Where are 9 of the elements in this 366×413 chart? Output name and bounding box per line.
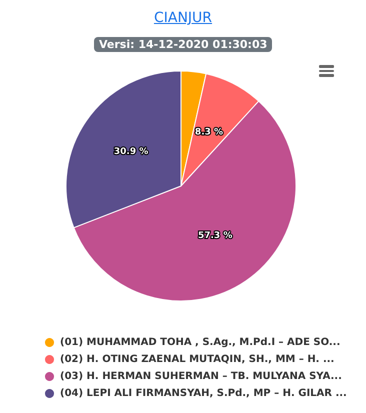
data-label: 30.9 %	[114, 146, 148, 157]
data-label: 8.3 %	[194, 127, 224, 138]
chart-title: CIANJUR	[152, 10, 214, 26]
legend-label: (04) LEPI ALI FIRMANSYAH, S.Pd., MP – H. GILAR ...	[60, 388, 347, 399]
legend-label: (01) MUHAMMAD TOHA , S.Ag., M.Pd.I – ADE SO...	[60, 337, 340, 348]
legend-label: (03) H. HERMAN SUHERMAN – TB. MULYANA SYA...	[60, 371, 342, 382]
data-label: 57.3 %	[198, 230, 232, 241]
legend-label: (02) H. OTING ZAENAL MUTAQIN, SH., MM – H. ...	[60, 354, 334, 365]
chart-subtitle: Versi: 14-12-2020 01:30:03	[94, 37, 272, 52]
